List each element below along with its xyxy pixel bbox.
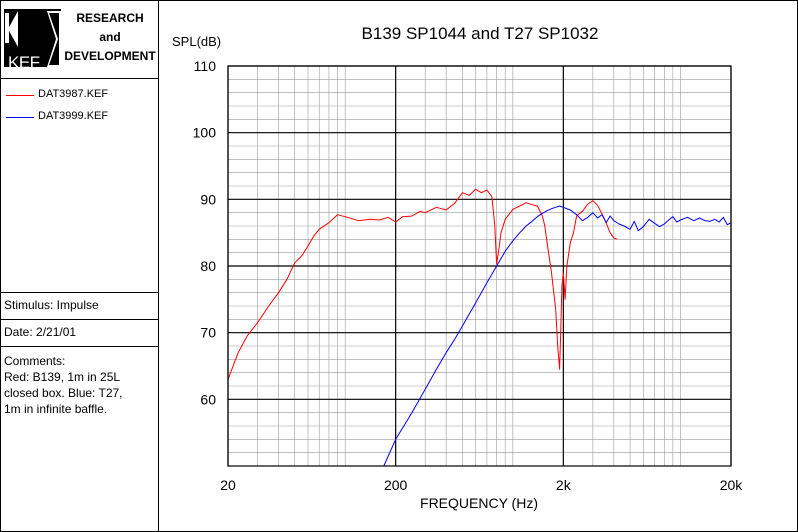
y-tick-label: 110 xyxy=(194,58,217,74)
y-tick-label: 90 xyxy=(200,191,216,207)
legend-swatch-red xyxy=(6,95,34,96)
stimulus-box: Stimulus: Impulse xyxy=(0,292,158,319)
sidebar: KEF RESEARCH and DEVELOPMENT DAT3987.KEF… xyxy=(0,0,159,532)
stimulus-text: Stimulus: Impulse xyxy=(4,298,99,312)
legend-label-blue: DAT3999.KEF xyxy=(38,110,109,122)
x-tick-label: 20 xyxy=(220,477,236,493)
date-text: Date: 2/21/01 xyxy=(4,325,77,339)
logo-line-and: and xyxy=(99,30,121,44)
kef-logo: KEF xyxy=(4,9,61,72)
y-tick-label: 100 xyxy=(193,125,217,141)
y-tick-label: 70 xyxy=(200,325,216,341)
comments-line-3: 1m in infinite baffle. xyxy=(4,402,108,416)
comments-box: Comments: Red: B139, 1m in 25L closed bo… xyxy=(0,346,158,416)
logo-box: KEF RESEARCH and DEVELOPMENT xyxy=(0,0,158,79)
kef-logo-text: KEF xyxy=(8,53,40,72)
y-axis-label: SPL(dB) xyxy=(172,34,221,49)
x-tick-label: 20k xyxy=(720,477,744,493)
date-box: Date: 2/21/01 xyxy=(0,319,158,346)
series-line-red xyxy=(227,188,618,380)
legend: DAT3987.KEF DAT3999.KEF xyxy=(0,79,158,291)
logo-line-development: DEVELOPMENT xyxy=(64,49,156,63)
tick-labels: 110 100 90 80 70 60 20 200 2k 20k xyxy=(193,58,744,493)
legend-label-red: DAT3987.KEF xyxy=(38,88,109,100)
series-line-blue xyxy=(383,205,732,467)
legend-swatch-blue xyxy=(6,117,34,118)
chart-title: B139 SP1044 and T27 SP1032 xyxy=(362,24,599,43)
plot-border xyxy=(227,65,732,467)
comments-heading: Comments: xyxy=(4,354,66,368)
comments-line-2: closed box. Blue: T27, xyxy=(4,386,123,400)
grid xyxy=(227,65,732,466)
logo-line-research: RESEARCH xyxy=(76,11,144,25)
kef-logo-mark-icon xyxy=(5,11,61,67)
series xyxy=(227,188,732,467)
comments-line-1: Red: B139, 1m in 25L xyxy=(4,370,121,384)
x-tick-label: 200 xyxy=(384,477,408,493)
x-axis-label: FREQUENCY (Hz) xyxy=(420,495,538,511)
logo-tagline: RESEARCH and DEVELOPMENT xyxy=(64,9,156,66)
x-tick-label: 2k xyxy=(556,477,572,493)
y-tick-label: 80 xyxy=(200,258,216,274)
y-tick-label: 60 xyxy=(200,391,216,407)
